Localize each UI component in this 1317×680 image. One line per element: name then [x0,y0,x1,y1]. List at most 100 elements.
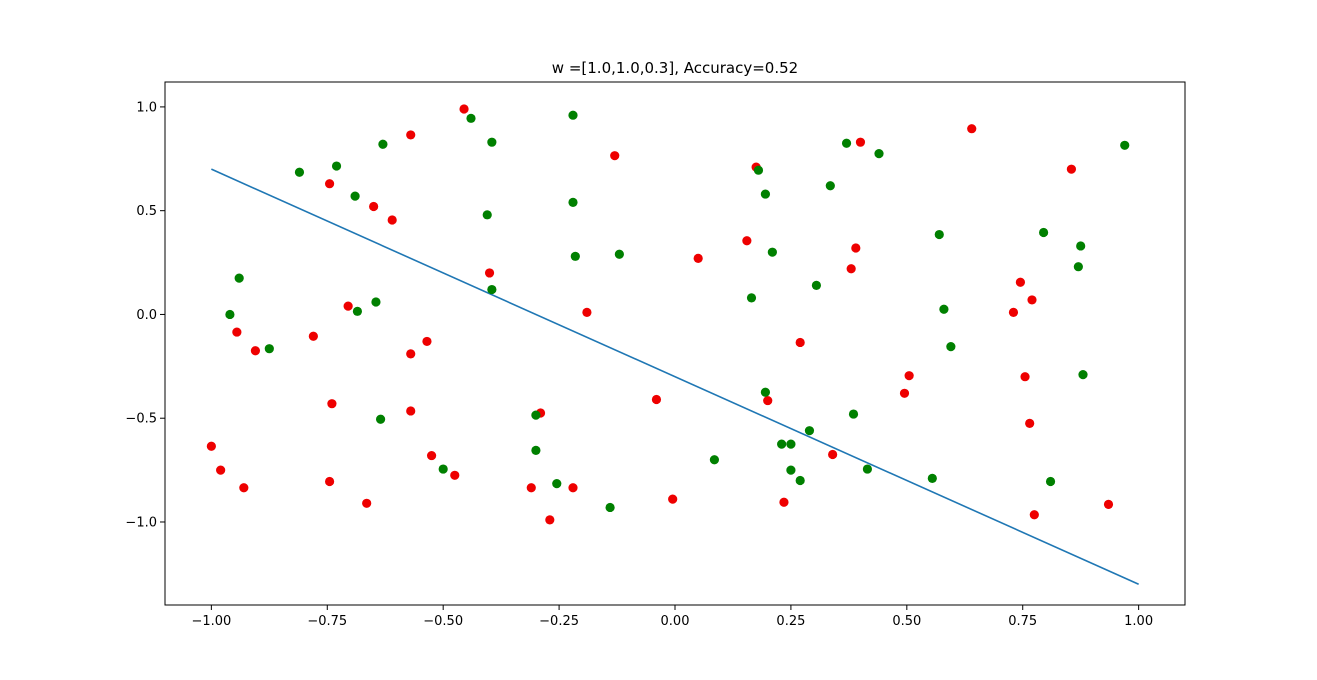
red-point-29 [426,450,437,461]
green-point-19 [531,410,541,420]
green-point-32 [760,387,771,397]
green-point-28 [811,280,822,290]
red-point-11 [327,399,337,409]
red-point-32 [324,476,335,487]
y-tick-label: −1.0 [125,515,157,530]
red-point-37 [851,243,861,253]
red-point-39 [967,124,977,134]
plot-area [206,104,1139,585]
green-point-16 [264,344,274,354]
decision-line [211,168,1139,585]
red-point-9 [406,349,416,359]
red-point-17 [742,236,752,246]
red-point-15 [610,151,620,161]
green-point-2 [378,139,388,149]
red-point-10 [422,336,432,347]
green-point-20 [531,445,541,455]
green-point-18 [438,464,448,474]
red-point-21 [651,394,662,405]
y-tick-label: 0.5 [136,204,157,219]
green-point-21 [552,478,562,489]
red-point-41 [1015,277,1026,287]
green-point-9 [570,251,580,261]
green-point-22 [605,502,615,513]
green-point-33 [804,426,815,436]
green-point-26 [767,247,777,257]
green-point-41 [939,304,949,314]
red-point-40 [1066,164,1077,174]
x-tick-label: 1.00 [1124,614,1153,629]
x-tick-label: 0.00 [661,614,690,629]
green-point-37 [795,475,805,486]
green-point-44 [1038,227,1049,238]
y-tick-label: 0.0 [136,308,157,323]
green-point-31 [874,149,884,159]
red-point-16 [693,253,703,264]
red-point-44 [1020,372,1030,382]
green-point-29 [825,181,835,191]
green-point-1 [487,137,497,147]
red-point-20 [763,395,773,406]
green-point-38 [848,409,859,419]
green-point-40 [934,229,944,240]
red-point-49 [899,388,910,398]
green-point-48 [1045,476,1056,487]
x-tick-label: −1.00 [191,614,231,629]
green-point-36 [786,465,796,475]
plot-frame [164,81,1186,606]
red-point-14 [582,307,592,317]
red-point-13 [484,268,495,278]
green-point-35 [786,439,796,449]
red-point-6 [308,331,318,341]
green-point-46 [1073,262,1083,272]
green-point-25 [760,189,771,199]
red-point-34 [216,465,226,475]
x-tick-label: 0.50 [892,614,921,629]
chart-title: w =[1.0,1.0,0.3], Accuracy=0.52 [552,59,798,77]
x-axis: −1.00 −0.75 −0.50 −0.25 0.00 0.25 0.50 0.75 1.00 [191,605,1153,629]
green-point-30 [841,138,852,148]
green-point-11 [487,284,497,295]
red-point-3 [369,201,379,212]
red-point-5 [343,301,353,311]
green-point-5 [350,191,360,201]
x-tick-label: −0.75 [307,614,347,629]
green-point-39 [862,464,873,474]
red-point-8 [250,346,261,356]
red-point-33 [206,441,216,451]
red-point-35 [239,483,249,493]
red-point-2 [324,179,335,189]
green-point-0 [466,113,476,123]
red-point-4 [387,215,397,225]
red-point-19 [795,337,805,348]
green-point-17 [375,414,386,424]
red-point-23 [779,497,789,507]
green-point-42 [946,342,956,352]
red-point-25 [568,483,578,493]
red-point-47 [1103,499,1114,509]
red-point-30 [450,470,460,480]
green-point-27 [746,293,757,303]
y-tick-label: −0.5 [125,412,157,427]
x-tick-label: 0.25 [776,614,805,629]
red-point-27 [526,483,536,493]
y-tick-label: 1.0 [136,100,157,115]
x-tick-label: −0.50 [423,614,463,629]
red-point-24 [668,494,678,504]
red-point-45 [1025,418,1035,429]
red-point-22 [828,449,838,460]
green-point-8 [568,197,578,207]
red-point-36 [846,264,856,274]
red-point-46 [1029,510,1039,520]
red-point-31 [362,498,372,508]
red-point-48 [904,371,914,381]
green-point-10 [614,249,624,259]
green-point-7 [568,110,578,120]
red-point-42 [1027,295,1037,305]
red-point-12 [406,406,416,416]
green-point-13 [225,309,235,320]
red-point-43 [1008,307,1019,317]
green-point-3 [331,161,342,171]
x-tick-label: −0.25 [539,614,579,629]
